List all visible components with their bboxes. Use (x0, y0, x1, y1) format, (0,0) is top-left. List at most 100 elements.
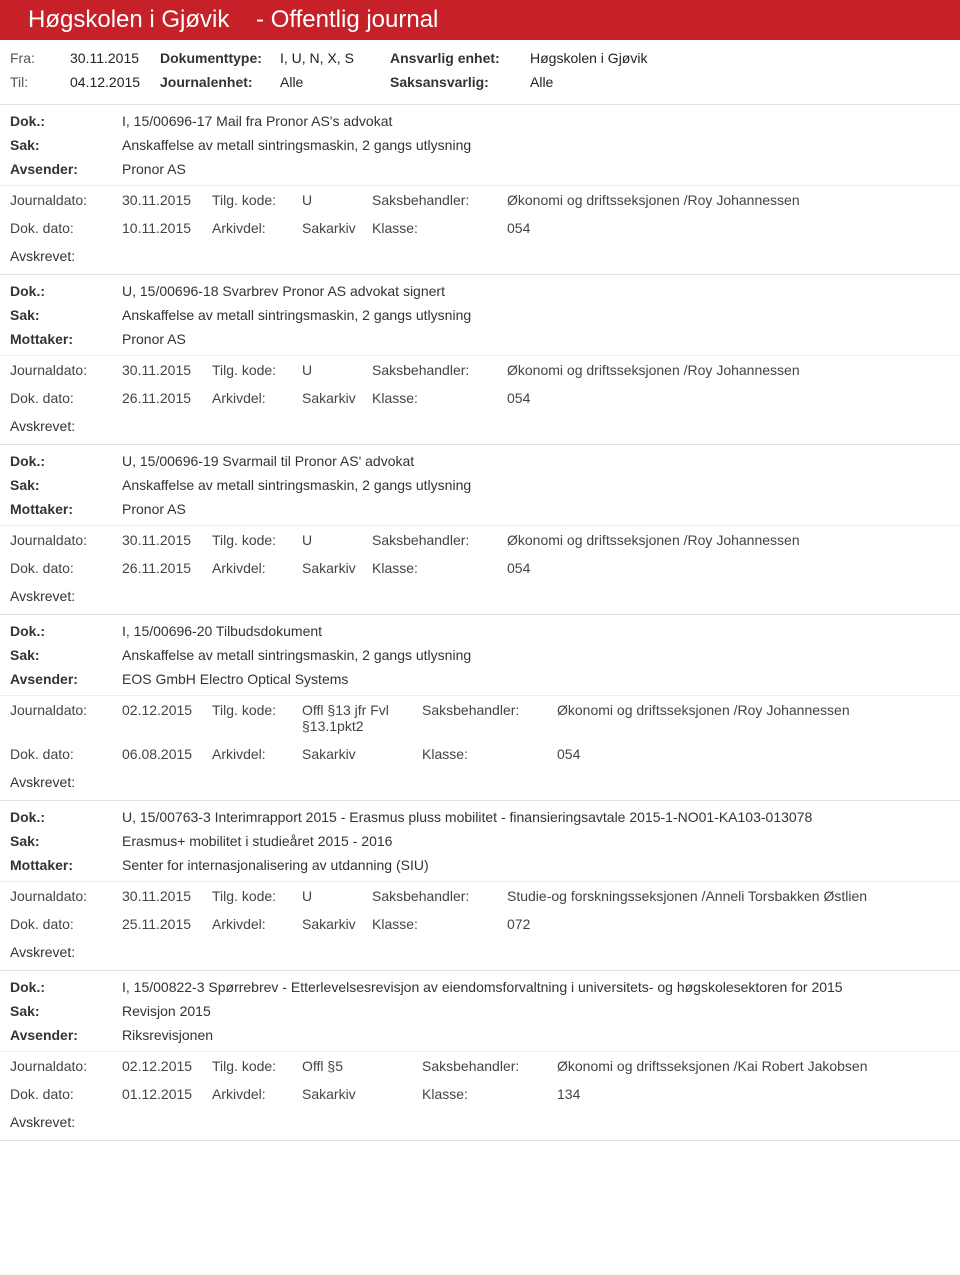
party-label: Mottaker: (10, 331, 122, 347)
dd-value: 10.11.2015 (122, 220, 212, 236)
tk-value: U (302, 192, 372, 208)
avskrevet-label: Avskrevet: (0, 1108, 960, 1140)
sak-label: Sak: (10, 477, 122, 493)
party-value: Pronor AS (122, 501, 950, 517)
ad-value: Sakarkiv (302, 560, 372, 576)
journal-entry: Dok.:I, 15/00822-3 Spørrebrev - Etterlev… (0, 971, 960, 1141)
ad-label: Arkivdel: (212, 560, 302, 576)
sb-label: Saksbehandler: (372, 192, 507, 208)
kl-value: 054 (557, 746, 950, 762)
sb-label: Saksbehandler: (372, 888, 507, 904)
journal-entry: Dok.:I, 15/00696-17 Mail fra Pronor AS's… (0, 105, 960, 275)
ad-label: Arkivdel: (212, 746, 302, 762)
kl-value: 054 (507, 220, 950, 236)
ad-label: Arkivdel: (212, 390, 302, 406)
tk-value: U (302, 362, 372, 378)
sb-label: Saksbehandler: (422, 1058, 557, 1074)
dd-label: Dok. dato: (10, 746, 122, 762)
tk-label: Tilg. kode: (212, 362, 302, 378)
journal-entry: Dok.:U, 15/00763-3 Interimrapport 2015 -… (0, 801, 960, 971)
kl-label: Klasse: (372, 220, 507, 236)
jd-value: 30.11.2015 (122, 532, 212, 548)
sb-label: Saksbehandler: (422, 702, 557, 734)
sak-value: Anskaffelse av metall sintringsmaskin, 2… (122, 137, 950, 153)
jd-value: 30.11.2015 (122, 192, 212, 208)
dd-label: Dok. dato: (10, 220, 122, 236)
party-label: Avsender: (10, 671, 122, 687)
dok-value: U, 15/00763-3 Interimrapport 2015 - Eras… (122, 809, 950, 825)
dd-label: Dok. dato: (10, 916, 122, 932)
fra-label: Fra: (10, 50, 70, 66)
kl-value: 054 (507, 560, 950, 576)
til-value: 04.12.2015 (70, 74, 160, 90)
dd-label: Dok. dato: (10, 1086, 122, 1102)
jd-value: 02.12.2015 (122, 1058, 212, 1074)
tk-label: Tilg. kode: (212, 1058, 302, 1074)
header-org: Høgskolen i Gjøvik (28, 6, 229, 33)
jd-value: 30.11.2015 (122, 888, 212, 904)
sb-value: Økonomi og driftsseksjonen /Roy Johannes… (557, 702, 950, 734)
til-label: Til: (10, 74, 70, 90)
sak-value: Anskaffelse av metall sintringsmaskin, 2… (122, 477, 950, 493)
tk-label: Tilg. kode: (212, 702, 302, 734)
sak-label: Sak: (10, 647, 122, 663)
party-value: Pronor AS (122, 331, 950, 347)
dd-value: 26.11.2015 (122, 390, 212, 406)
ad-label: Arkivdel: (212, 1086, 302, 1102)
dok-value: I, 15/00696-20 Tilbudsdokument (122, 623, 950, 639)
ansvarlig-value: Høgskolen i Gjøvik (530, 50, 647, 66)
sb-value: Økonomi og driftsseksjonen /Roy Johannes… (507, 192, 950, 208)
entries-container: Dok.:I, 15/00696-17 Mail fra Pronor AS's… (0, 105, 960, 1141)
ad-value: Sakarkiv (302, 746, 422, 762)
saksansvarlig-label: Saksansvarlig: (390, 74, 530, 90)
sb-label: Saksbehandler: (372, 532, 507, 548)
sak-label: Sak: (10, 1003, 122, 1019)
sb-value: Studie-og forskningsseksjonen /Anneli To… (507, 888, 950, 904)
journal-entry: Dok.:U, 15/00696-19 Svarmail til Pronor … (0, 445, 960, 615)
dok-value: U, 15/00696-19 Svarmail til Pronor AS' a… (122, 453, 950, 469)
journalenhet-value: Alle (280, 74, 390, 90)
jd-label: Journaldato: (10, 192, 122, 208)
party-label: Avsender: (10, 1027, 122, 1043)
kl-value: 054 (507, 390, 950, 406)
sak-label: Sak: (10, 137, 122, 153)
dd-value: 25.11.2015 (122, 916, 212, 932)
kl-value: 072 (507, 916, 950, 932)
jd-label: Journaldato: (10, 362, 122, 378)
party-value: Pronor AS (122, 161, 950, 177)
sak-value: Anskaffelse av metall sintringsmaskin, 2… (122, 647, 950, 663)
sb-label: Saksbehandler: (372, 362, 507, 378)
sak-value: Erasmus+ mobilitet i studieåret 2015 - 2… (122, 833, 950, 849)
kl-label: Klasse: (372, 560, 507, 576)
dd-label: Dok. dato: (10, 390, 122, 406)
avskrevet-label: Avskrevet: (0, 938, 960, 970)
info-block: Fra: 30.11.2015 Dokumenttype: I, U, N, X… (0, 40, 960, 105)
avskrevet-label: Avskrevet: (0, 242, 960, 274)
doktype-label: Dokumenttype: (160, 50, 280, 66)
dd-value: 06.08.2015 (122, 746, 212, 762)
header: Høgskolen i Gjøvik - Offentlig journal (0, 0, 960, 40)
dd-value: 01.12.2015 (122, 1086, 212, 1102)
kl-label: Klasse: (372, 390, 507, 406)
avskrevet-label: Avskrevet: (0, 582, 960, 614)
party-label: Mottaker: (10, 857, 122, 873)
tk-value: U (302, 888, 372, 904)
dd-value: 26.11.2015 (122, 560, 212, 576)
tk-value: Offl §5 (302, 1058, 422, 1074)
kl-label: Klasse: (372, 916, 507, 932)
dok-label: Dok.: (10, 809, 122, 825)
jd-value: 02.12.2015 (122, 702, 212, 734)
avskrevet-label: Avskrevet: (0, 768, 960, 800)
ad-value: Sakarkiv (302, 390, 372, 406)
ad-value: Sakarkiv (302, 1086, 422, 1102)
dok-label: Dok.: (10, 623, 122, 639)
fra-value: 30.11.2015 (70, 50, 160, 66)
sak-label: Sak: (10, 307, 122, 323)
party-value: Riksrevisjonen (122, 1027, 950, 1043)
header-sep: - (256, 6, 264, 33)
doktype-value: I, U, N, X, S (280, 50, 390, 66)
ad-value: Sakarkiv (302, 220, 372, 236)
kl-label: Klasse: (422, 746, 557, 762)
sb-value: Økonomi og driftsseksjonen /Kai Robert J… (557, 1058, 950, 1074)
sak-label: Sak: (10, 833, 122, 849)
